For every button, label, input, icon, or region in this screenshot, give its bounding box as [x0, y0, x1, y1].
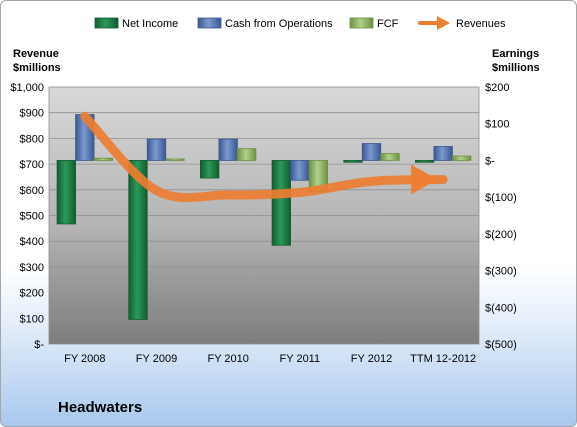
left-tick-label: $400 — [20, 236, 44, 248]
legend-swatch-fcf — [349, 17, 374, 29]
right-tick-label: $(300) — [485, 266, 517, 278]
bar-cash-from-operations — [146, 138, 167, 161]
bar-cash-from-operations — [433, 146, 453, 161]
bar-cash-from-operations — [361, 143, 382, 161]
left-tick-label: $100 — [20, 313, 44, 325]
bar-net-income — [56, 160, 76, 225]
bar-cash-from-operations — [218, 138, 238, 161]
left-tick-label: $800 — [20, 133, 44, 145]
legend-label-cash-from-operations: Cash from Operations — [225, 18, 333, 30]
right-tick-label: $(200) — [485, 229, 517, 241]
revenue-line-path — [80, 111, 448, 203]
left-tick-label: $300 — [20, 262, 44, 274]
right-tick-label: $100 — [485, 119, 509, 131]
left-tick-label: $- — [34, 339, 44, 351]
left-tick-label: $1,000 — [10, 82, 44, 94]
x-tick-label: TTM 12-2012 — [410, 353, 476, 365]
legend-swatch-net-income — [94, 17, 119, 29]
left-tick-label: $900 — [20, 108, 44, 120]
legend-label-net-income: Net Income — [122, 18, 178, 30]
bar-fcf — [165, 158, 185, 161]
company-name: Headwaters — [58, 399, 143, 416]
bar-fcf — [452, 155, 472, 161]
left-axis-title-line-2: $millions — [13, 62, 61, 74]
right-axis-title-line-1: Earnings — [492, 48, 539, 60]
left-tick-label: $600 — [20, 185, 44, 197]
legend-swatch-revenues — [418, 16, 450, 30]
legend: Net Income Cash from Operations FCF Reve… — [94, 16, 506, 30]
bar-fcf — [237, 148, 257, 161]
right-tick-label: $(400) — [485, 302, 517, 314]
bar-net-income — [271, 160, 291, 246]
revenue-arrowhead — [411, 164, 438, 195]
x-tick-label: FY 2011 — [280, 353, 321, 365]
right-tick-label: $- — [485, 155, 495, 167]
right-tick-label: $200 — [485, 82, 509, 94]
left-tick-label: $700 — [20, 159, 44, 171]
x-tick-label: FY 2008 — [64, 353, 105, 365]
bar-fcf — [93, 157, 113, 161]
right-axis-title-line-2: $millions — [492, 62, 540, 74]
left-axis-title-line-1: Revenue — [13, 48, 59, 60]
legend-label-fcf: FCF — [377, 18, 399, 30]
gridlines — [49, 112, 479, 319]
right-tick-label: $(500) — [485, 339, 517, 351]
right-tick-label: $(100) — [485, 192, 517, 204]
tick-labels: $- $100 $200 $300 $400 $500 $600 $700 $800 $900 $1… — [10, 82, 516, 365]
legend-label-revenues: Revenues — [456, 18, 506, 30]
bar-net-income — [200, 160, 220, 179]
revenue-line — [80, 111, 448, 203]
bar-net-income — [343, 160, 363, 163]
left-tick-label: $500 — [20, 211, 44, 223]
x-tick-label: FY 2009 — [136, 353, 177, 365]
x-tick-label: FY 2010 — [207, 353, 248, 365]
left-tick-label: $200 — [20, 288, 44, 300]
bar-cash-from-operations — [290, 160, 310, 181]
legend-swatch-cash-from-operations — [197, 17, 222, 29]
bar-fcf — [380, 153, 400, 161]
bar-net-income — [128, 160, 148, 320]
bar-net-income — [415, 160, 435, 163]
x-tick-label: FY 2012 — [351, 353, 392, 365]
